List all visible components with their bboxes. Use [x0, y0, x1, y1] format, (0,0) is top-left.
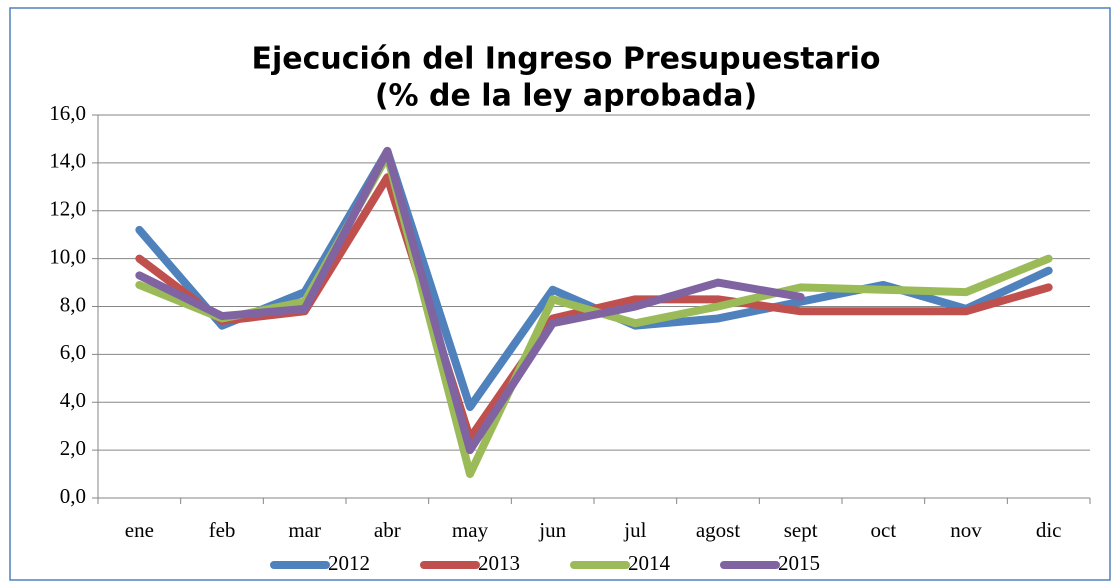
y-tick-label: 14,0 — [49, 149, 86, 173]
x-tick-label: abr — [374, 518, 401, 542]
x-tick-label: oct — [871, 518, 897, 542]
x-tick-label: jul — [623, 518, 646, 542]
y-tick-label: 4,0 — [60, 388, 86, 412]
x-tick-label: nov — [950, 518, 982, 542]
x-tick-label: may — [452, 518, 489, 542]
y-tick-label: 10,0 — [49, 244, 86, 268]
x-tick-label: feb — [209, 518, 236, 542]
legend-label: 2013 — [478, 551, 520, 575]
series-line — [135, 146, 805, 455]
y-tick-label: 2,0 — [60, 436, 86, 460]
y-tick-label: 6,0 — [60, 340, 86, 364]
legend-label: 2012 — [328, 551, 370, 575]
x-tick-label: jun — [538, 518, 566, 542]
y-tick-label: 12,0 — [49, 197, 86, 221]
x-tick-label: agost — [696, 518, 740, 542]
y-tick-label: 0,0 — [60, 484, 86, 508]
chart-title: Ejecución del Ingreso Presupuestario — [252, 42, 881, 77]
x-tick-label: dic — [1036, 518, 1062, 542]
x-tick-label: sept — [784, 518, 818, 542]
y-tick-label: 16,0 — [49, 101, 86, 125]
x-tick-label: ene — [125, 518, 154, 542]
y-tick-label: 8,0 — [60, 292, 86, 316]
x-tick-label: mar — [288, 518, 321, 542]
legend-label: 2014 — [628, 551, 671, 575]
legend-label: 2015 — [778, 551, 820, 575]
chart-title: (% de la ley aprobada) — [375, 79, 757, 114]
